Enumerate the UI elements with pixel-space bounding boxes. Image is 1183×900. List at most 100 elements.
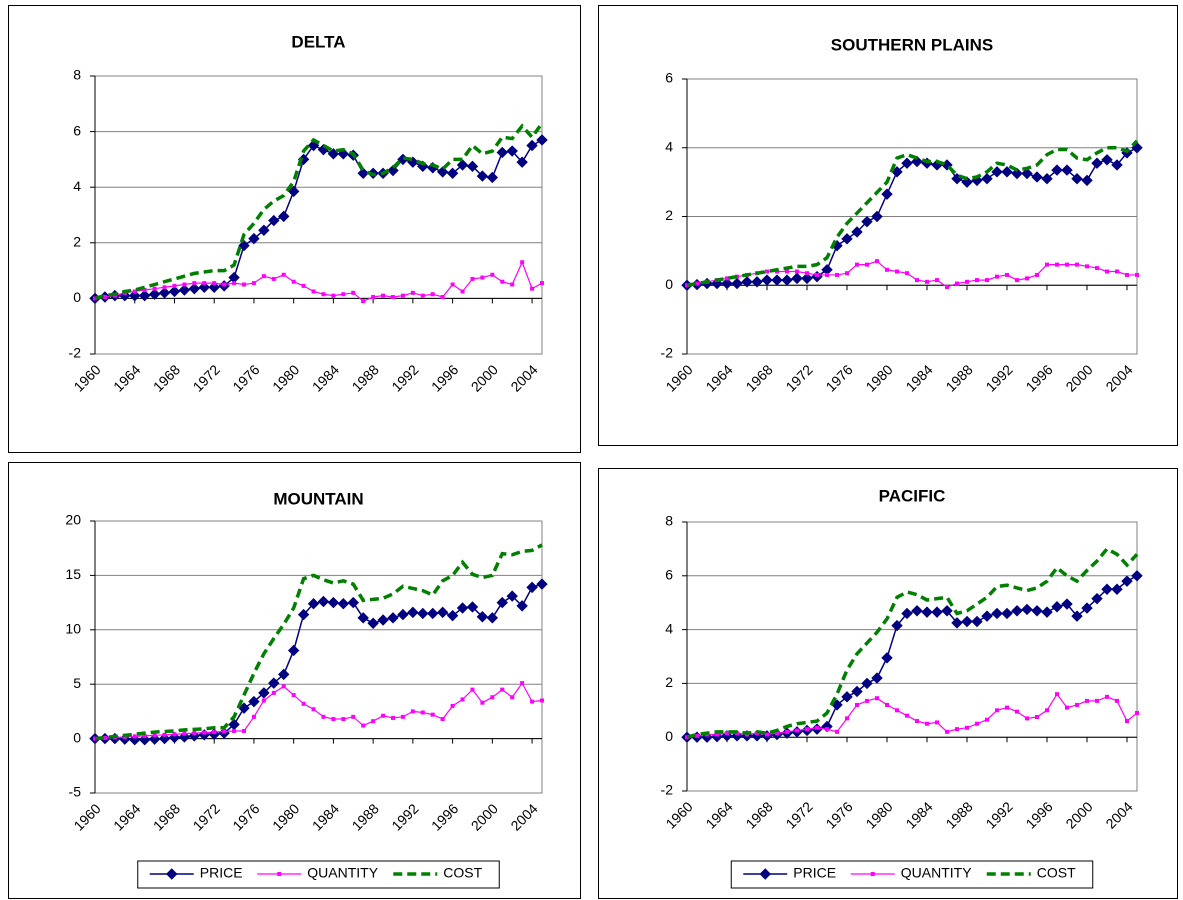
point-marker <box>911 605 923 617</box>
point-marker <box>152 733 157 738</box>
point-marker <box>1005 272 1009 277</box>
point-marker <box>427 607 439 620</box>
point-marker <box>420 293 425 298</box>
point-marker <box>178 731 191 743</box>
point-marker <box>981 610 993 622</box>
point-marker <box>446 609 459 622</box>
point-marker <box>460 289 465 294</box>
point-marker <box>1025 716 1029 721</box>
y-tick-label: 4 <box>665 620 673 636</box>
point-marker <box>1081 174 1093 187</box>
point-marker <box>1041 606 1053 618</box>
point-marker <box>1031 605 1043 617</box>
legend-label: PRICE <box>793 865 836 881</box>
point-marker <box>1011 605 1023 617</box>
point-marker <box>835 729 839 734</box>
point-marker <box>805 727 809 732</box>
point-marker <box>102 295 107 300</box>
point-marker <box>1045 708 1049 713</box>
point-marker <box>1065 705 1069 710</box>
point-marker <box>486 612 499 624</box>
point-marker <box>855 262 859 267</box>
point-marker <box>258 224 270 236</box>
point-marker <box>1075 262 1079 267</box>
series-line <box>94 122 544 301</box>
point-marker <box>168 285 181 298</box>
point-marker <box>138 289 151 302</box>
point-marker <box>261 274 266 279</box>
point-marker <box>456 602 469 614</box>
point-marker <box>222 282 227 287</box>
point-marker <box>500 687 505 692</box>
point-marker <box>785 729 789 734</box>
point-marker <box>845 716 849 721</box>
point-marker <box>1085 698 1089 703</box>
point-marker <box>377 614 389 626</box>
point-marker <box>935 278 939 283</box>
point-marker <box>1001 166 1013 178</box>
point-marker <box>901 607 913 620</box>
point-marker <box>361 299 366 304</box>
point-marker <box>387 612 399 624</box>
legend-label: QUANTITY <box>307 865 378 881</box>
point-marker <box>1091 157 1103 169</box>
point-marker <box>516 156 528 168</box>
point-marker <box>1051 601 1063 613</box>
point-marker <box>885 702 889 707</box>
point-marker <box>331 293 336 298</box>
point-marker <box>865 698 869 703</box>
point-marker <box>480 700 485 705</box>
point-marker <box>1095 698 1099 703</box>
point-marker <box>410 709 415 714</box>
point-marker <box>297 608 310 621</box>
y-tick-label: 10 <box>65 621 81 637</box>
point-marker <box>397 608 409 621</box>
point-marker <box>855 702 859 707</box>
point-marker <box>486 171 499 184</box>
point-marker <box>277 872 282 876</box>
point-marker <box>162 285 167 290</box>
point-marker <box>162 732 167 737</box>
point-marker <box>781 274 793 286</box>
y-tick-label: -2 <box>661 345 674 361</box>
point-marker <box>951 617 963 629</box>
point-marker <box>835 272 839 277</box>
point-marker <box>1055 692 1059 697</box>
point-marker <box>1075 702 1079 707</box>
point-marker <box>446 167 459 180</box>
point-marker <box>182 731 187 736</box>
legend-frame <box>137 860 500 889</box>
point-marker <box>1021 167 1033 180</box>
point-marker <box>281 272 286 277</box>
point-marker <box>238 239 250 252</box>
point-marker <box>905 271 909 276</box>
y-tick-label: 4 <box>73 178 81 194</box>
point-marker <box>337 597 350 610</box>
point-marker <box>881 188 893 200</box>
point-marker <box>995 274 999 279</box>
y-tick-label: 6 <box>665 70 673 86</box>
point-marker <box>500 279 505 284</box>
point-marker <box>129 733 141 746</box>
point-marker <box>496 146 508 159</box>
y-tick-label: 2 <box>665 674 673 690</box>
point-marker <box>861 215 873 228</box>
point-marker <box>470 687 475 692</box>
point-marker <box>490 695 495 700</box>
point-marker <box>476 611 489 623</box>
point-marker <box>526 139 538 152</box>
point-marker <box>1101 154 1113 166</box>
point-marker <box>975 278 979 283</box>
point-marker <box>851 226 863 238</box>
point-marker <box>327 596 340 609</box>
point-marker <box>420 710 425 715</box>
point-marker <box>870 872 875 876</box>
point-marker <box>1101 583 1113 595</box>
point-marker <box>278 668 290 681</box>
point-marker <box>1125 272 1129 277</box>
point-marker <box>166 868 178 880</box>
point-marker <box>158 287 171 299</box>
series-line <box>94 260 543 302</box>
